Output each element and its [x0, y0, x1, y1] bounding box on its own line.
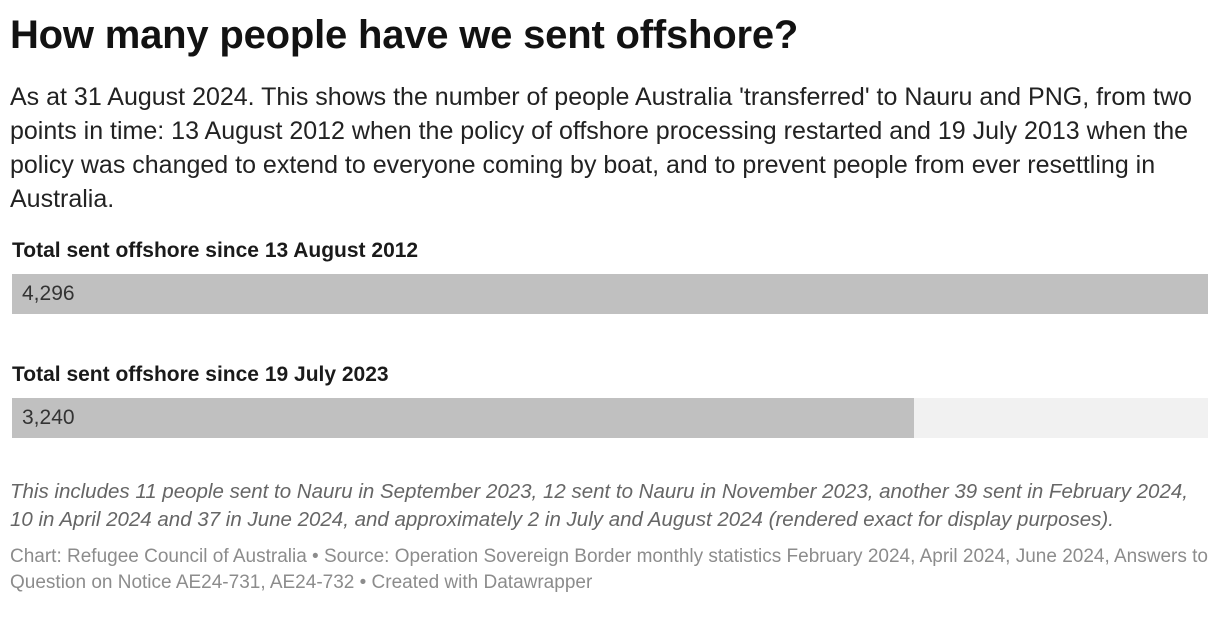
bar-track: 4,296 [12, 274, 1208, 314]
chart-note: This includes 11 people sent to Nauru in… [10, 480, 1188, 531]
chart-footer: Chart: Refugee Council of Australia • So… [10, 546, 1208, 593]
bar-label: Total sent offshore since 19 July 2023 [12, 363, 389, 386]
bar-row: Total sent offshore since 13 August 2012… [12, 238, 1208, 314]
bar-track: 3,240 [12, 398, 1208, 438]
bar [12, 274, 1208, 314]
bar [12, 398, 914, 438]
bar-label: Total sent offshore since 13 August 2012 [12, 239, 419, 262]
bar-chart: Total sent offshore since 13 August 2012… [10, 238, 1208, 438]
bar-value-label: 4,296 [22, 282, 75, 305]
bar-row: Total sent offshore since 19 July 2023 3… [12, 362, 1208, 438]
chart-subtitle: As at 31 August 2024. This shows the num… [10, 83, 1192, 213]
bar-value-label: 3,240 [22, 406, 75, 429]
chart-title: How many people have we sent offshore? [10, 13, 799, 57]
